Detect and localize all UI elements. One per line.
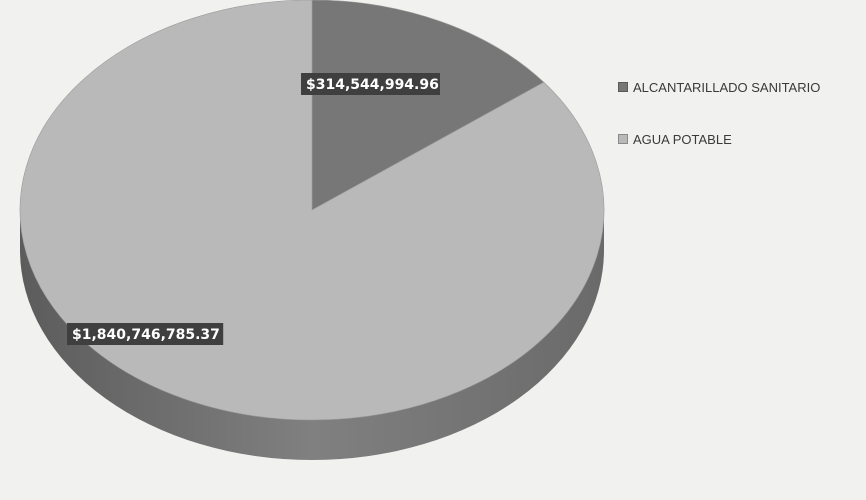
pie-side-wall — [20, 210, 604, 460]
pie-slice-agua-potable[interactable] — [19, 0, 605, 421]
legend-swatch-alcantarillado — [618, 82, 628, 92]
legend-swatch-agua-potable — [618, 134, 628, 144]
data-label-agua-potable: $1,840,746,785.37 — [72, 327, 220, 343]
pie-side-surface — [20, 210, 604, 460]
legend-label-alcantarillado: ALCANTARILLADO SANITARIO — [633, 79, 821, 95]
data-label-alcantarillado: $314,544,994.96 — [306, 77, 439, 93]
pie-slice-alcantarillado[interactable] — [311, 0, 545, 211]
legend-label-agua-potable: AGUA POTABLE — [633, 131, 732, 147]
legend: ALCANTARILLADO SANITARIO AGUA POTABLE — [618, 76, 820, 180]
data-label-alcantarillado-box — [301, 73, 440, 95]
data-label-agua-potable-box — [67, 323, 224, 345]
legend-item-alcantarillado[interactable]: ALCANTARILLADO SANITARIO — [618, 76, 820, 98]
legend-item-agua-potable[interactable]: AGUA POTABLE — [618, 128, 820, 150]
